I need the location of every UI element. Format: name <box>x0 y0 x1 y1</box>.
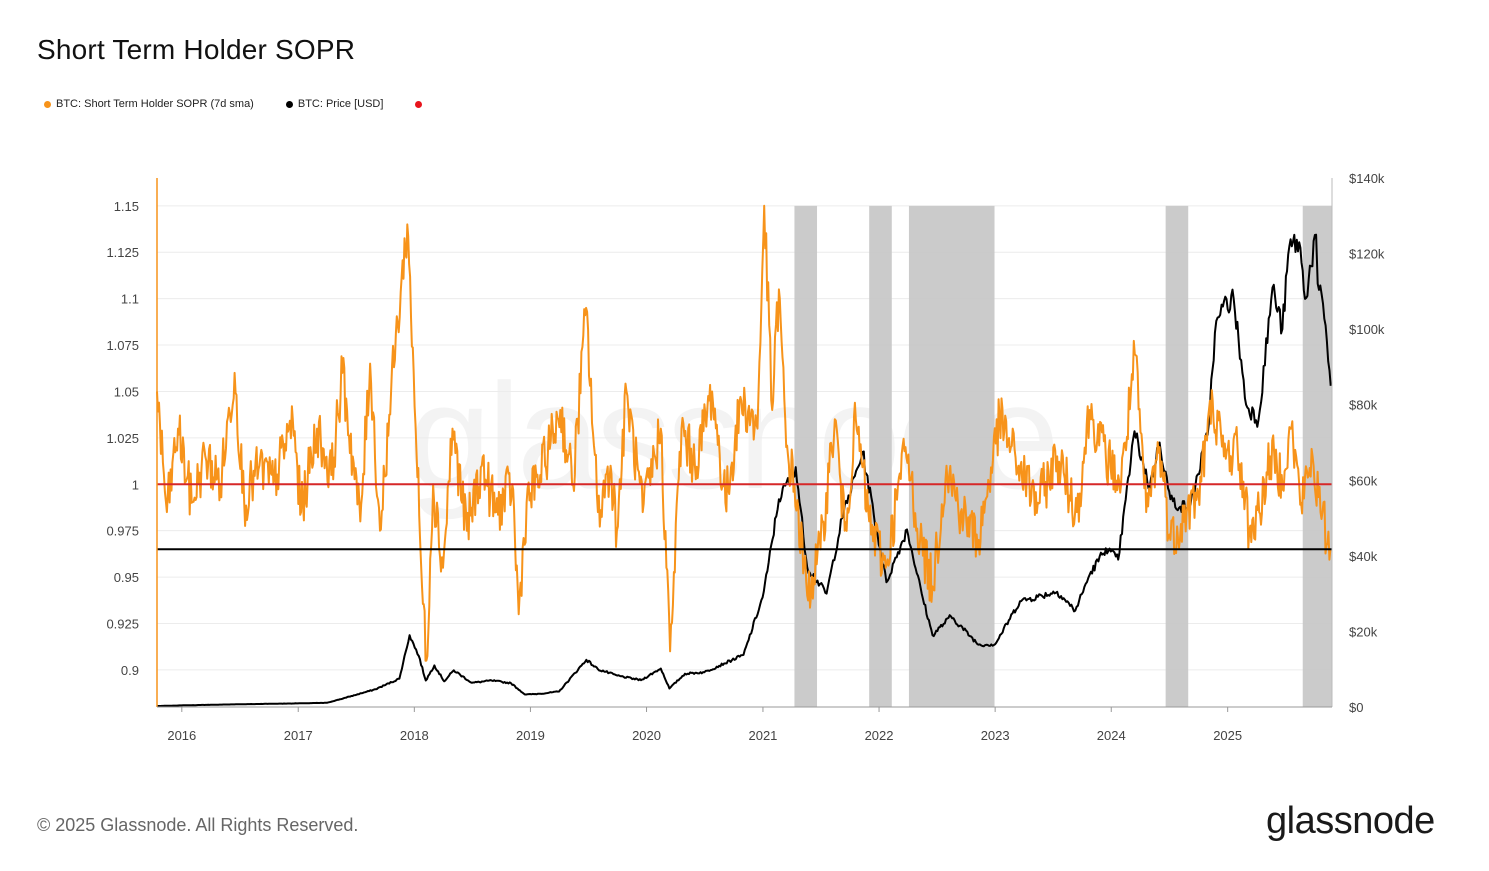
axes <box>156 178 1333 712</box>
y-right-tick-label: $40k <box>1349 549 1378 564</box>
brand-logo: glassnode <box>1266 800 1435 842</box>
reference-lines <box>157 483 1332 551</box>
shaded-period-2 <box>908 205 995 707</box>
legend-dot-red <box>415 100 423 108</box>
y-left-tick-label: 0.975 <box>106 524 139 539</box>
x-tick-label: 2018 <box>400 728 429 743</box>
y-left-tick-label: 0.9 <box>121 663 139 678</box>
legend-dot-price <box>285 100 293 108</box>
y-right-tick-label: $80k <box>1349 398 1378 413</box>
copyright: © 2025 Glassnode. All Rights Reserved. <box>37 815 359 835</box>
legend-label-sopr: BTC: Short Term Holder SOPR (7d sma) <box>56 98 254 110</box>
y-left-tick-label: 1.025 <box>106 431 139 446</box>
shaded-period-0 <box>794 205 818 707</box>
x-tick-label: 2025 <box>1213 728 1242 743</box>
legend: BTC: Short Term Holder SOPR (7d sma) BTC… <box>44 98 459 110</box>
x-tick-label: 2017 <box>284 728 313 743</box>
chart-title: Short Term Holder SOPR <box>37 34 356 65</box>
y-right-tick-label: $120k <box>1349 247 1385 262</box>
y-left-tick-label: 1.075 <box>106 338 139 353</box>
y-right-tick-label: $140k <box>1349 171 1385 186</box>
y-right-tick-label: $60k <box>1349 473 1378 488</box>
price-line <box>156 233 1332 708</box>
legend-item-sopr[interactable]: BTC: Short Term Holder SOPR (7d sma) <box>44 98 254 110</box>
legend-dot-sopr <box>44 100 51 108</box>
y-left-tick-label: 0.925 <box>106 616 139 631</box>
y-left-tick-label: 1.125 <box>106 245 139 260</box>
shaded-period-3 <box>1165 205 1189 707</box>
y-left-tick-label: 1.1 <box>121 292 139 307</box>
y-left-tick-label: 1.15 <box>114 199 139 214</box>
legend-item-marker[interactable] <box>415 100 427 108</box>
y-right-tick-label: $20k <box>1349 624 1378 639</box>
legend-item-price[interactable]: BTC: Price [USD] <box>285 98 384 110</box>
y-right-tick-label: $0 <box>1349 700 1363 715</box>
y-right-tick-label: $100k <box>1349 322 1385 337</box>
y-left-tick-label: 0.95 <box>114 570 139 585</box>
price-series <box>156 233 1332 708</box>
x-tick-label: 2024 <box>1097 728 1126 743</box>
gridlines <box>157 205 1332 671</box>
x-tick-label: 2021 <box>748 728 777 743</box>
x-tick-label: 2019 <box>516 728 545 743</box>
y-left-tick-label: 1.05 <box>114 384 139 399</box>
y-left-tick-label: 1 <box>132 477 139 492</box>
sopr-series <box>156 204 1332 662</box>
shaded-period-1 <box>869 205 892 707</box>
x-tick-label: 2016 <box>167 728 196 743</box>
legend-label-price: BTC: Price [USD] <box>297 98 384 110</box>
tick-labels: 0.9 0.925 0.95 0.975 1 1.025 1.05 1.075 1.1 1.125… <box>106 171 1384 743</box>
x-tick-label: 2022 <box>865 728 894 743</box>
x-tick-label: 2020 <box>632 728 661 743</box>
sopr-line <box>156 204 1332 662</box>
x-tick-label: 2023 <box>981 728 1010 743</box>
